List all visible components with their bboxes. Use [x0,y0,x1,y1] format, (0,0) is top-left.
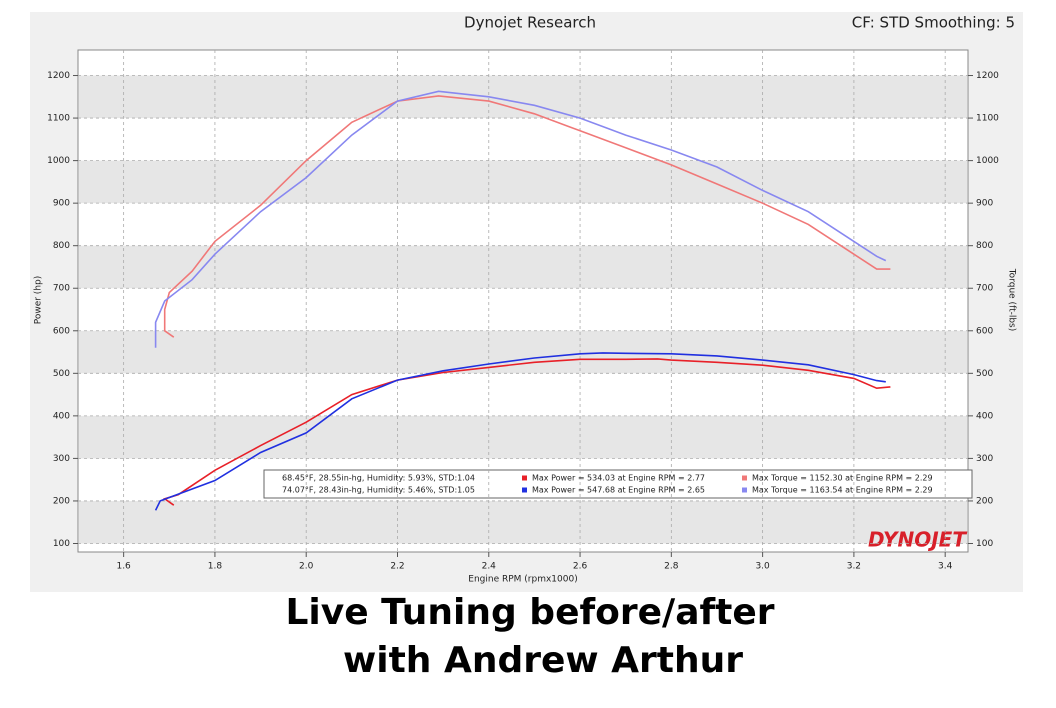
x-axis-label: Engine RPM (rpmx1000) [468,575,577,585]
x-tick-label: 1.8 [208,562,223,572]
legend-conditions: 68.45°F, 28.55in-hg, Humidity: 5.93%, ST… [282,474,475,483]
legend-conditions: 74.07°F, 28.43in-hg, Humidity: 5.46%, ST… [282,486,475,495]
y2-tick-label: 1000 [976,156,999,166]
legend-entry: Max Torque = 1163.54 at Engine RPM = 2.2… [752,486,933,495]
y-tick-label: 1000 [47,156,70,166]
y-tick-label: 1200 [47,71,70,81]
legend [263,469,973,499]
legend-entry: Max Torque = 1152.30 at Engine RPM = 2.2… [752,474,933,483]
x-tick-label: 3.4 [938,562,953,572]
y2-tick-label: 100 [976,539,993,549]
band [79,160,967,204]
legend-swatch [522,487,527,493]
y-tick-label: 400 [53,411,70,421]
y2-axis-label: Torque (ft-lbs) [1007,268,1017,332]
x-tick-label: 3.2 [847,562,861,572]
y2-tick-label: 800 [976,241,993,251]
x-tick-label: 2.0 [299,562,314,572]
band [79,330,967,374]
x-tick-label: 2.8 [664,562,679,572]
y-tick-label: 300 [53,454,70,464]
y2-tick-label: 900 [976,199,993,209]
y-tick-label: 500 [53,369,70,379]
y-tick-label: 800 [53,241,70,251]
y2-tick-label: 400 [976,411,993,421]
series-line [154,90,887,348]
band [79,500,967,544]
x-tick-label: 1.6 [116,562,131,572]
legend-swatch [742,475,747,481]
legend-entry: Max Power = 547.68 at Engine RPM = 2.65 [532,486,705,495]
x-tick-label: 2.6 [573,562,588,572]
y2-tick-label: 1200 [976,71,999,81]
y-tick-label: 600 [53,326,70,336]
x-tick-label: 2.4 [482,562,497,572]
y2-tick-label: 700 [976,284,993,294]
y2-tick-label: 200 [976,496,993,506]
y2-tick-label: 300 [976,454,993,464]
band [79,75,967,119]
plot-area [77,49,969,553]
y-tick-label: 900 [53,199,70,209]
legend-swatch [522,475,527,481]
logo: DYNOJET [868,528,967,552]
chart-subtitle: CF: STD Smoothing: 5 [852,14,1015,32]
chart-title: Dynojet Research [464,14,596,32]
y-tick-label: 100 [53,539,70,549]
y2-tick-label: 500 [976,369,993,379]
x-tick-label: 2.2 [390,562,404,572]
series-line [163,95,891,338]
series-line [154,352,886,511]
legend-entry: Max Power = 534.03 at Engine RPM = 2.77 [532,474,705,483]
caption: Live Tuning before/after [285,592,774,633]
series-line [162,358,891,506]
y2-tick-label: 1100 [976,114,999,124]
band [79,245,967,289]
bands [79,75,967,544]
caption: with Andrew Arthur [343,640,743,681]
band [79,415,967,459]
y-axis-label: Power (hp) [34,276,44,325]
y-tick-label: 700 [53,284,70,294]
y-tick-label: 1100 [47,114,70,124]
x-tick-label: 3.0 [755,562,770,572]
y-tick-label: 200 [53,496,70,506]
y2-tick-label: 600 [976,326,993,336]
legend-swatch [742,487,747,493]
